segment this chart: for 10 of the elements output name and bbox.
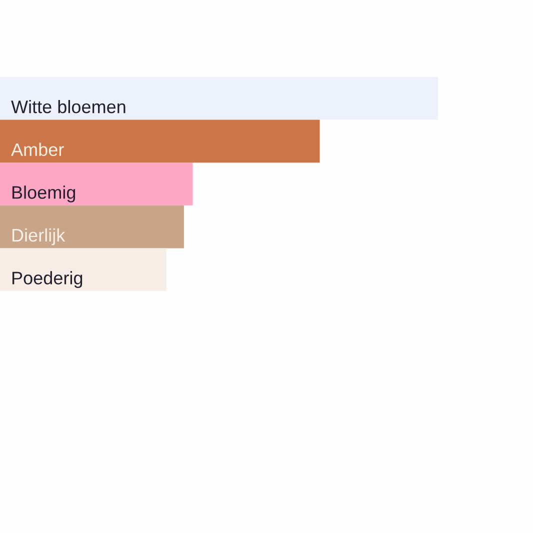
bar [0,205,184,248]
y-tick-label: Poederig [12,271,82,288]
y-tick-label: Bloemig [12,186,76,202]
bar [0,162,193,206]
bar [0,120,320,163]
bar [0,248,166,291]
y-tick-label: Dierlijk [12,228,66,246]
y-tick-label: Amber [11,142,64,156]
bar [0,77,438,120]
y-tick-label: Witte bloemen [11,100,126,114]
